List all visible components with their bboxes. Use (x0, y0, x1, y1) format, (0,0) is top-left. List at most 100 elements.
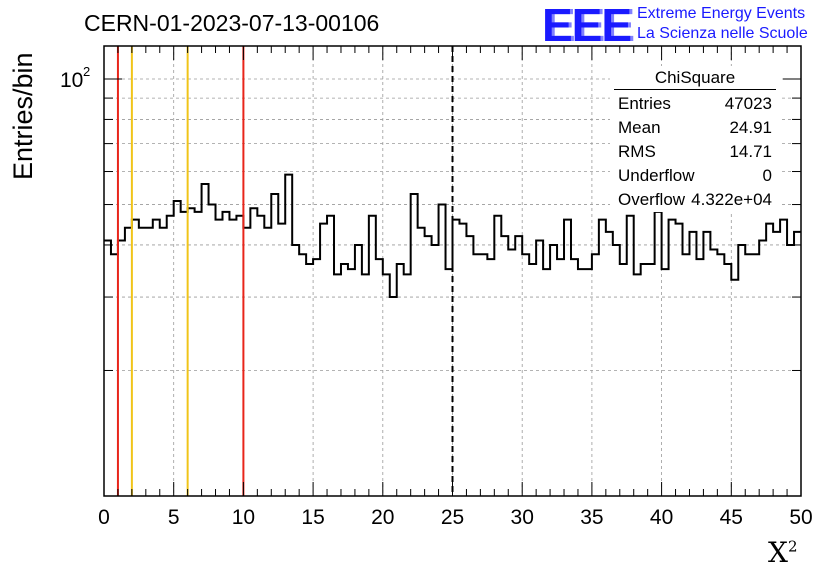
histogram-bin (557, 259, 564, 496)
histogram-bin (480, 254, 487, 496)
histogram-bin (473, 254, 480, 496)
histogram-bin (669, 220, 676, 496)
histogram-bin (466, 236, 473, 496)
histogram-bin (564, 220, 571, 496)
histogram-bin (459, 224, 466, 496)
histogram-bin (717, 254, 724, 496)
histogram-bin (222, 212, 229, 496)
histogram-bin (522, 254, 529, 496)
x-axis-label: X2 (768, 536, 797, 569)
histogram-bin (104, 240, 111, 496)
histogram-bin (160, 228, 167, 496)
histogram-bin (620, 264, 627, 496)
histogram-bin (118, 240, 125, 496)
histogram-bin (794, 232, 801, 496)
y-tick-label: 10 (60, 69, 83, 92)
histogram-bin (285, 175, 292, 496)
histogram-bin (641, 264, 648, 496)
x-tick-label: 35 (580, 506, 603, 529)
histogram-bin (216, 220, 223, 496)
histogram-bin (731, 280, 738, 496)
stats-row-rms: RMS 14.71 (610, 140, 780, 164)
stats-title: ChiSquare (614, 66, 776, 90)
histogram-bin (271, 194, 278, 496)
histogram-bin (383, 274, 390, 496)
stats-row-underflow: Underflow 0 (610, 164, 780, 188)
x-tick-label: 0 (98, 506, 110, 529)
histogram-bin (257, 216, 264, 496)
axis-ticks (103, 46, 802, 496)
histogram-bin (689, 232, 696, 496)
histogram-bin (153, 220, 160, 496)
x-tick-label: 30 (511, 506, 534, 529)
stats-key: Mean (618, 118, 661, 137)
histogram-bin (397, 264, 404, 496)
histogram-bin (188, 208, 195, 496)
histogram-bin (683, 254, 690, 496)
x-tick-label: 40 (650, 506, 673, 529)
histogram-bin (209, 205, 216, 496)
x-tick-label: 25 (441, 506, 464, 529)
stats-value: 4.322e+04 (691, 190, 772, 209)
stats-box: ChiSquare Entries 47023 Mean 24.91 RMS 1… (610, 66, 780, 212)
histogram-bin (132, 220, 139, 496)
vertical-marker-lines (116, 46, 454, 496)
histogram-bin (348, 269, 355, 496)
histogram-bin (599, 220, 606, 496)
stats-key: Overflow (618, 190, 686, 209)
histogram-bin (676, 224, 683, 496)
histogram-bin (446, 269, 453, 496)
stats-value: 47023 (724, 94, 772, 113)
x-tick-label: 20 (371, 506, 394, 529)
histogram-bin (278, 224, 285, 496)
histogram-bin (167, 216, 174, 496)
histogram-bin (585, 269, 592, 496)
histogram-bin (606, 232, 613, 496)
histogram-bin (355, 245, 362, 496)
histogram-bin (139, 228, 146, 496)
histogram-bin (327, 216, 334, 496)
histogram-bin (292, 245, 299, 496)
x-axis-label-base: X (768, 536, 788, 569)
histogram-bin (780, 220, 787, 496)
y-tick-label-exponent: 2 (83, 64, 90, 79)
eee-logo: EEE (542, 0, 632, 51)
histogram-bin (550, 245, 557, 496)
histogram-bin (494, 216, 501, 496)
histogram-bin (125, 228, 132, 496)
histogram-bin (376, 259, 383, 496)
histogram-bin (195, 212, 202, 496)
histogram-bin (236, 216, 243, 496)
histogram-bin (439, 205, 446, 496)
histogram-bin (752, 254, 759, 496)
histogram-bin (529, 264, 536, 496)
histogram-bin (146, 228, 153, 496)
histogram-bin (334, 274, 341, 496)
x-axis-label-exponent: 2 (787, 537, 798, 556)
histogram-bin (508, 250, 515, 496)
histogram-bin (662, 269, 669, 496)
histogram-bin (515, 236, 522, 496)
histogram-bin (320, 224, 327, 496)
y-axis-label: Entries/bin (8, 52, 38, 180)
histogram-bin (703, 232, 710, 496)
histogram-bin (501, 236, 508, 496)
histogram-bin (766, 224, 773, 496)
x-tick-label: 15 (301, 506, 324, 529)
histogram-bin (202, 184, 209, 496)
histogram-bin (181, 212, 188, 496)
histogram-bin (264, 228, 271, 496)
histogram-bin (111, 254, 118, 496)
stats-row-mean: Mean 24.91 (610, 116, 780, 140)
histogram-bin (341, 264, 348, 496)
logo-line-1: Extreme Energy Events (637, 5, 806, 22)
histogram-bin (418, 228, 425, 496)
histogram-bin (592, 254, 599, 496)
histogram-bin (696, 259, 703, 496)
histogram-bin (243, 228, 250, 496)
stats-row-entries: Entries 47023 (610, 92, 780, 116)
histogram-bin (174, 201, 181, 496)
logo-line-2: La Scienza nelle Scuole (637, 25, 808, 42)
